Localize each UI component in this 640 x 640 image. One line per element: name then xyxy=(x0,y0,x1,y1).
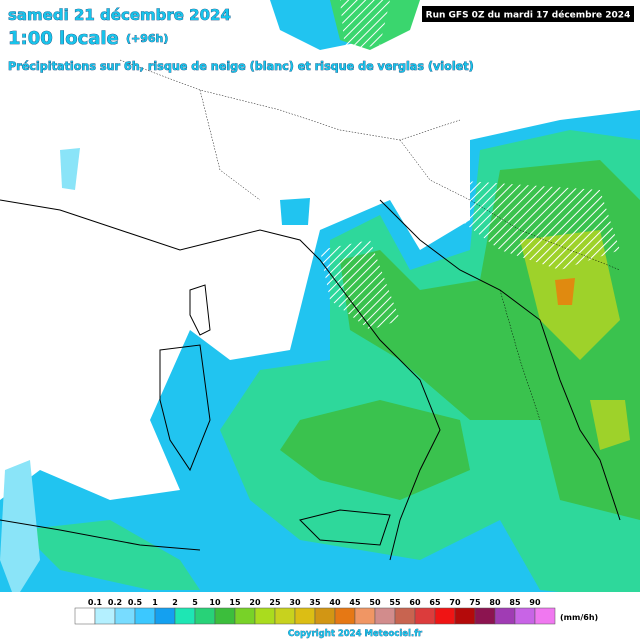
legend-label: 60 xyxy=(409,598,421,607)
legend-label: 0.2 xyxy=(108,598,122,607)
run-box xyxy=(422,6,634,22)
legend-swatch xyxy=(534,607,556,625)
legend-swatch xyxy=(294,607,316,625)
legend-label: 0.1 xyxy=(88,598,103,607)
legend-swatch xyxy=(174,607,196,625)
time: 1:00 locale xyxy=(8,28,119,49)
subtitle: Précipitations sur 6h, risque de neige (… xyxy=(8,60,474,73)
legend-swatch xyxy=(494,607,516,625)
legend-label: 85 xyxy=(509,598,521,607)
legend-label: 35 xyxy=(309,598,321,607)
legend-unit: (mm/6h) xyxy=(560,613,598,622)
borders xyxy=(119,59,621,421)
legend-label: 45 xyxy=(349,598,361,607)
legend-swatch xyxy=(434,607,456,625)
legend-label: 10 xyxy=(209,598,221,607)
legend-swatch xyxy=(274,607,296,625)
legend-label: 15 xyxy=(229,598,241,607)
lead-time: (+96h) xyxy=(126,32,168,45)
legend-swatch xyxy=(314,607,336,625)
legend-label: 75 xyxy=(469,598,481,607)
legend-swatch xyxy=(394,607,416,625)
legend-swatch xyxy=(354,607,376,625)
legend-swatch xyxy=(234,607,256,625)
legend-label: 0.5 xyxy=(128,598,143,607)
legend-swatch xyxy=(374,607,396,625)
legend-label: 5 xyxy=(192,598,198,607)
legend-label: 65 xyxy=(429,598,441,607)
legend-swatch xyxy=(254,607,276,625)
legend-swatch xyxy=(474,607,496,625)
legend-label: 25 xyxy=(269,598,281,607)
legend-swatch xyxy=(134,607,156,625)
legend-swatch xyxy=(334,607,356,625)
legend-swatch xyxy=(514,607,536,625)
legend-label: 80 xyxy=(489,598,501,607)
legend-swatch xyxy=(154,607,176,625)
legend-swatch xyxy=(94,607,116,625)
legend-label: 40 xyxy=(329,598,341,607)
copyright: Copyright 2024 Meteociel.fr xyxy=(288,629,423,639)
legend-label: 55 xyxy=(389,598,401,607)
legend-label: 70 xyxy=(449,598,461,607)
legend-label: 50 xyxy=(369,598,381,607)
legend-swatch xyxy=(74,607,96,625)
legend: 0.1 0.2 0.5 1 2 5 10 15 20 25 30 35 40 45 50 55 60 65 70 75… xyxy=(74,598,556,625)
legend-swatch xyxy=(194,607,216,625)
legend-label: 20 xyxy=(249,598,261,607)
date: samedi 21 décembre 2024 xyxy=(8,6,231,24)
legend-swatch xyxy=(214,607,236,625)
run-label: Run GFS 0Z du mardi 17 décembre 2024 xyxy=(426,10,631,21)
legend-label: 30 xyxy=(289,598,301,607)
legend-label: 1 xyxy=(152,598,158,607)
coastlines xyxy=(0,199,621,561)
legend-label: 2 xyxy=(172,598,178,607)
legend-swatch xyxy=(454,607,476,625)
legend-swatch xyxy=(114,607,136,625)
legend-swatch xyxy=(414,607,436,625)
legend-label: 90 xyxy=(529,598,541,607)
